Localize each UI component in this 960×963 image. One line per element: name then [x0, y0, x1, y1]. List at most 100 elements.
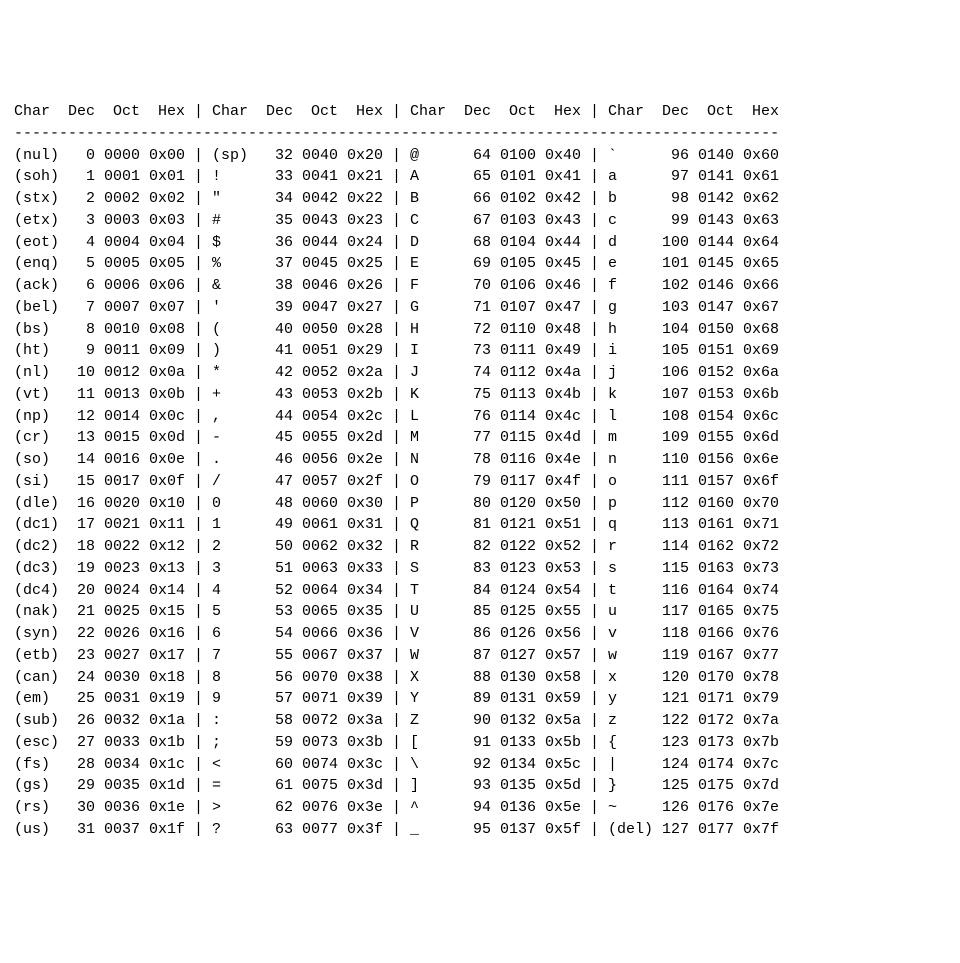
- cell-dec: 58: [257, 710, 293, 732]
- cell-oct: 0114: [491, 406, 536, 428]
- cell-hex: 0x7c: [734, 754, 779, 776]
- cell-char: ;: [212, 732, 257, 754]
- cell-char: Z: [410, 710, 455, 732]
- table-row: (em)2500310x19|95700710x39|Y8901310x59|y…: [14, 688, 946, 710]
- column-separator: |: [383, 710, 410, 732]
- cell-oct: 0066: [293, 623, 338, 645]
- column-separator: |: [383, 362, 410, 384]
- cell-dec: 104: [653, 319, 689, 341]
- cell-char: -: [212, 427, 257, 449]
- cell-char: d: [608, 232, 653, 254]
- ascii-table: CharDecOctHex|CharDecOctHex|CharDecOctHe…: [14, 101, 946, 841]
- cell-hex: 0x35: [338, 601, 383, 623]
- column-separator: |: [581, 710, 608, 732]
- cell-dec: 99: [653, 210, 689, 232]
- cell-char: (bs): [14, 319, 59, 341]
- table-row: (dle)1600200x10|04800600x30|P8001200x50|…: [14, 493, 946, 515]
- cell-dec: 77: [455, 427, 491, 449]
- column-separator: |: [581, 232, 608, 254]
- cell-hex: 0x18: [140, 667, 185, 689]
- column-separator: |: [581, 732, 608, 754]
- cell-dec: 56: [257, 667, 293, 689]
- cell-hex: 0x3f: [338, 819, 383, 841]
- cell-hex: 0x5e: [536, 797, 581, 819]
- cell-dec: 71: [455, 297, 491, 319]
- column-separator: |: [185, 384, 212, 406]
- cell-dec: 112: [653, 493, 689, 515]
- column-separator: |: [185, 253, 212, 275]
- cell-oct: 0041: [293, 166, 338, 188]
- cell-hex: 0x52: [536, 536, 581, 558]
- cell-dec: 19: [59, 558, 95, 580]
- cell-oct: 0112: [491, 362, 536, 384]
- header-dec: Dec: [455, 101, 491, 123]
- cell-hex: 0x64: [734, 232, 779, 254]
- cell-char: (sub): [14, 710, 59, 732]
- cell-char: v: [608, 623, 653, 645]
- cell-oct: 0052: [293, 362, 338, 384]
- column-separator: |: [185, 819, 212, 841]
- cell-char: (stx): [14, 188, 59, 210]
- cell-hex: 0x76: [734, 623, 779, 645]
- cell-oct: 0070: [293, 667, 338, 689]
- cell-char: Y: [410, 688, 455, 710]
- cell-oct: 0173: [689, 732, 734, 754]
- cell-char: <: [212, 754, 257, 776]
- cell-hex: 0x45: [536, 253, 581, 275]
- cell-oct: 0176: [689, 797, 734, 819]
- column-separator: |: [185, 667, 212, 689]
- column-separator: |: [581, 493, 608, 515]
- cell-oct: 0167: [689, 645, 734, 667]
- column-separator: |: [383, 166, 410, 188]
- cell-char: (si): [14, 471, 59, 493]
- column-separator: |: [581, 427, 608, 449]
- cell-oct: 0153: [689, 384, 734, 406]
- cell-oct: 0046: [293, 275, 338, 297]
- cell-hex: 0x08: [140, 319, 185, 341]
- column-separator: |: [185, 645, 212, 667]
- cell-dec: 52: [257, 580, 293, 602]
- cell-dec: 57: [257, 688, 293, 710]
- cell-dec: 90: [455, 710, 491, 732]
- cell-dec: 31: [59, 819, 95, 841]
- column-separator: |: [185, 362, 212, 384]
- cell-dec: 98: [653, 188, 689, 210]
- column-separator: |: [383, 732, 410, 754]
- cell-dec: 74: [455, 362, 491, 384]
- header-oct: Oct: [95, 101, 140, 123]
- cell-dec: 61: [257, 775, 293, 797]
- cell-oct: 0003: [95, 210, 140, 232]
- cell-hex: 0x06: [140, 275, 185, 297]
- cell-oct: 0137: [491, 819, 536, 841]
- cell-oct: 0152: [689, 362, 734, 384]
- cell-char: 5: [212, 601, 257, 623]
- cell-hex: 0x44: [536, 232, 581, 254]
- cell-oct: 0172: [689, 710, 734, 732]
- cell-oct: 0145: [689, 253, 734, 275]
- cell-char: ^: [410, 797, 455, 819]
- cell-oct: 0121: [491, 514, 536, 536]
- cell-char: (nak): [14, 601, 59, 623]
- cell-hex: 0x69: [734, 340, 779, 362]
- cell-dec: 66: [455, 188, 491, 210]
- cell-oct: 0062: [293, 536, 338, 558]
- table-row: (soh)100010x01|!3300410x21|A6501010x41|a…: [14, 166, 946, 188]
- cell-dec: 64: [455, 145, 491, 167]
- cell-dec: 115: [653, 558, 689, 580]
- cell-dec: 110: [653, 449, 689, 471]
- column-separator: |: [383, 536, 410, 558]
- cell-oct: 0053: [293, 384, 338, 406]
- cell-oct: 0020: [95, 493, 140, 515]
- cell-char: (esc): [14, 732, 59, 754]
- cell-hex: 0x15: [140, 601, 185, 623]
- cell-dec: 79: [455, 471, 491, 493]
- column-separator: |: [383, 145, 410, 167]
- cell-char: W: [410, 645, 455, 667]
- cell-char: k: [608, 384, 653, 406]
- cell-char: (dc1): [14, 514, 59, 536]
- cell-oct: 0123: [491, 558, 536, 580]
- cell-dec: 123: [653, 732, 689, 754]
- column-separator: |: [581, 688, 608, 710]
- cell-hex: 0x2c: [338, 406, 383, 428]
- cell-hex: 0x42: [536, 188, 581, 210]
